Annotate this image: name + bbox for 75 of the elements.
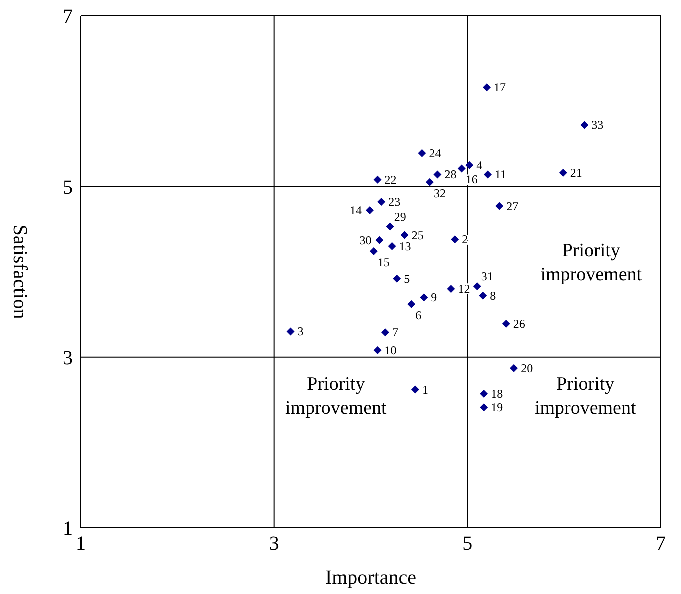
point xyxy=(434,170,442,179)
y-tick-label: 7 xyxy=(63,6,73,28)
point xyxy=(458,164,466,173)
annotation: 18 xyxy=(491,387,504,402)
annotation: 26 xyxy=(513,317,526,332)
point xyxy=(559,169,568,178)
annotation: 25 xyxy=(412,228,424,242)
annotation: 4 xyxy=(476,158,483,172)
annotation: 20 xyxy=(521,361,534,376)
annotation: 29 xyxy=(394,210,406,224)
point xyxy=(366,206,374,215)
annotation: Priority improvement xyxy=(534,374,637,419)
point xyxy=(386,222,394,231)
y-tick-label: 1 xyxy=(63,518,73,540)
point xyxy=(420,294,428,302)
x-tick-label: 7 xyxy=(656,533,666,556)
annotation: 30 xyxy=(360,233,372,248)
annotation: 9 xyxy=(431,290,438,305)
annotation: 22 xyxy=(384,172,397,187)
annotation: 5 xyxy=(404,272,410,286)
annotation: 28 xyxy=(444,168,457,182)
point xyxy=(388,242,396,250)
annotation: 32 xyxy=(434,186,446,200)
annotation: 23 xyxy=(388,195,401,210)
annotation: 1 xyxy=(422,382,428,397)
point xyxy=(411,386,420,394)
annotation: 3 xyxy=(298,324,304,339)
point xyxy=(400,231,409,240)
point xyxy=(479,292,488,300)
x-tick-label: 3 xyxy=(269,533,280,556)
annotation: 27 xyxy=(506,199,519,214)
point xyxy=(378,198,386,206)
point xyxy=(510,364,518,372)
point xyxy=(374,176,382,184)
annotation: 7 xyxy=(392,326,398,340)
point xyxy=(496,202,504,210)
annotation: 24 xyxy=(429,146,442,160)
annotation: Priority improvement xyxy=(540,240,643,286)
point xyxy=(451,236,460,244)
point xyxy=(408,300,416,308)
annotation: 14 xyxy=(350,204,362,218)
annotation: 10 xyxy=(384,344,397,358)
point xyxy=(426,178,434,186)
annotation: 31 xyxy=(481,270,494,284)
annotation: 8 xyxy=(490,288,496,303)
x-axis-title: Importance xyxy=(325,567,417,589)
annotation: 19 xyxy=(491,400,504,415)
point xyxy=(370,248,378,256)
point xyxy=(376,236,384,244)
y-tick-label: 3 xyxy=(63,347,73,370)
annotation: 33 xyxy=(592,118,604,132)
point xyxy=(418,149,426,158)
point xyxy=(466,161,474,170)
y-axis-title: Satisfaction xyxy=(8,224,31,320)
point xyxy=(484,170,492,179)
annotation: Priority improvement xyxy=(286,374,388,419)
annotation: 6 xyxy=(416,308,422,322)
point xyxy=(473,282,482,291)
annotation: 17 xyxy=(494,80,506,95)
point xyxy=(580,121,589,130)
annotation: 13 xyxy=(399,239,412,254)
point xyxy=(480,390,488,398)
point xyxy=(286,328,295,336)
point xyxy=(447,285,456,294)
annotation: 11 xyxy=(494,168,507,182)
point xyxy=(374,346,382,355)
annotation: 21 xyxy=(570,166,582,180)
point xyxy=(483,84,491,92)
y-tick-label: 5 xyxy=(63,176,73,199)
point xyxy=(382,328,390,337)
point xyxy=(480,404,488,412)
x-tick-label: 5 xyxy=(462,533,473,556)
point xyxy=(502,320,510,328)
point xyxy=(393,274,402,283)
annotation: 15 xyxy=(378,256,390,270)
